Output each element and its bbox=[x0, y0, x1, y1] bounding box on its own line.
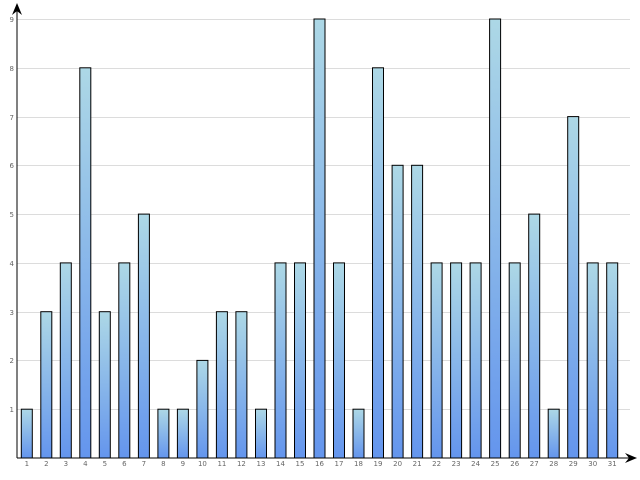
bar bbox=[450, 262, 463, 459]
x-tick-label: 31 bbox=[608, 460, 617, 468]
x-tick-label: 17 bbox=[335, 460, 344, 468]
x-tick-label: 12 bbox=[237, 460, 246, 468]
bar bbox=[255, 408, 267, 459]
x-tick-label: 18 bbox=[354, 460, 363, 468]
x-tick-label: 28 bbox=[549, 460, 558, 468]
bar bbox=[294, 262, 306, 459]
bar bbox=[508, 262, 521, 459]
bar bbox=[489, 18, 502, 459]
bars bbox=[20, 18, 619, 459]
x-tick-label: 20 bbox=[393, 460, 402, 468]
bar bbox=[98, 311, 111, 459]
y-axis-arrow-icon bbox=[12, 3, 22, 15]
x-tick-label: 21 bbox=[413, 460, 422, 468]
bar bbox=[352, 408, 365, 459]
x-tick-label: 13 bbox=[257, 460, 266, 468]
x-tick-label: 7 bbox=[142, 460, 146, 468]
x-tick-label: 24 bbox=[471, 460, 480, 468]
x-tick-label: 5 bbox=[103, 460, 107, 468]
bar bbox=[215, 311, 228, 459]
y-tick-label: 2 bbox=[10, 357, 14, 365]
y-tick-label: 7 bbox=[10, 114, 14, 122]
bar bbox=[40, 311, 53, 459]
x-tick-label: 19 bbox=[374, 460, 383, 468]
bar bbox=[137, 213, 150, 459]
bar bbox=[235, 311, 248, 459]
y-tick-label: 4 bbox=[10, 260, 15, 268]
x-tick-label: 26 bbox=[510, 460, 519, 468]
y-tick-label: 5 bbox=[10, 211, 14, 219]
x-tick-label: 16 bbox=[315, 460, 324, 468]
y-tick-label: 8 bbox=[10, 65, 14, 73]
y-tick-label: 9 bbox=[10, 16, 14, 24]
bar bbox=[606, 262, 619, 459]
bar bbox=[274, 262, 287, 459]
bar bbox=[528, 213, 541, 459]
bar bbox=[411, 164, 424, 459]
x-tick-label: 6 bbox=[122, 460, 127, 468]
bar bbox=[586, 262, 599, 459]
bar bbox=[469, 262, 482, 459]
y-tick-label: 1 bbox=[10, 406, 14, 414]
x-tick-label: 29 bbox=[569, 460, 578, 468]
bar bbox=[196, 359, 209, 459]
bar bbox=[567, 116, 580, 459]
x-tick-label: 30 bbox=[588, 460, 597, 468]
x-tick-label: 27 bbox=[530, 460, 539, 468]
x-tick-label: 23 bbox=[452, 460, 461, 468]
bar bbox=[118, 262, 131, 459]
bar bbox=[333, 262, 345, 459]
bar bbox=[313, 18, 326, 459]
x-tick-label: 25 bbox=[491, 460, 500, 468]
x-tick-label: 15 bbox=[296, 460, 305, 468]
x-tick-label: 1 bbox=[25, 460, 29, 468]
bar bbox=[176, 408, 189, 459]
x-tick-label: 10 bbox=[198, 460, 207, 468]
bar bbox=[391, 164, 404, 459]
x-tick-label: 22 bbox=[432, 460, 441, 468]
x-tick-label: 4 bbox=[83, 460, 88, 468]
bar bbox=[79, 67, 92, 459]
bar bbox=[157, 408, 170, 459]
bar bbox=[20, 408, 33, 459]
x-tick-label: 3 bbox=[64, 460, 68, 468]
x-tick-label: 2 bbox=[44, 460, 48, 468]
x-axis-arrow-icon bbox=[625, 453, 637, 463]
bar bbox=[547, 408, 560, 459]
y-tick-label: 6 bbox=[10, 162, 15, 170]
y-tick-label: 3 bbox=[10, 309, 14, 317]
x-tick-label: 11 bbox=[217, 460, 226, 468]
x-tick-label: 9 bbox=[181, 460, 185, 468]
x-tick-label: 14 bbox=[276, 460, 285, 468]
x-tick-label: 8 bbox=[161, 460, 165, 468]
bar bbox=[430, 262, 443, 459]
axes bbox=[12, 3, 637, 463]
bar bbox=[59, 262, 72, 459]
bar bbox=[372, 67, 384, 459]
